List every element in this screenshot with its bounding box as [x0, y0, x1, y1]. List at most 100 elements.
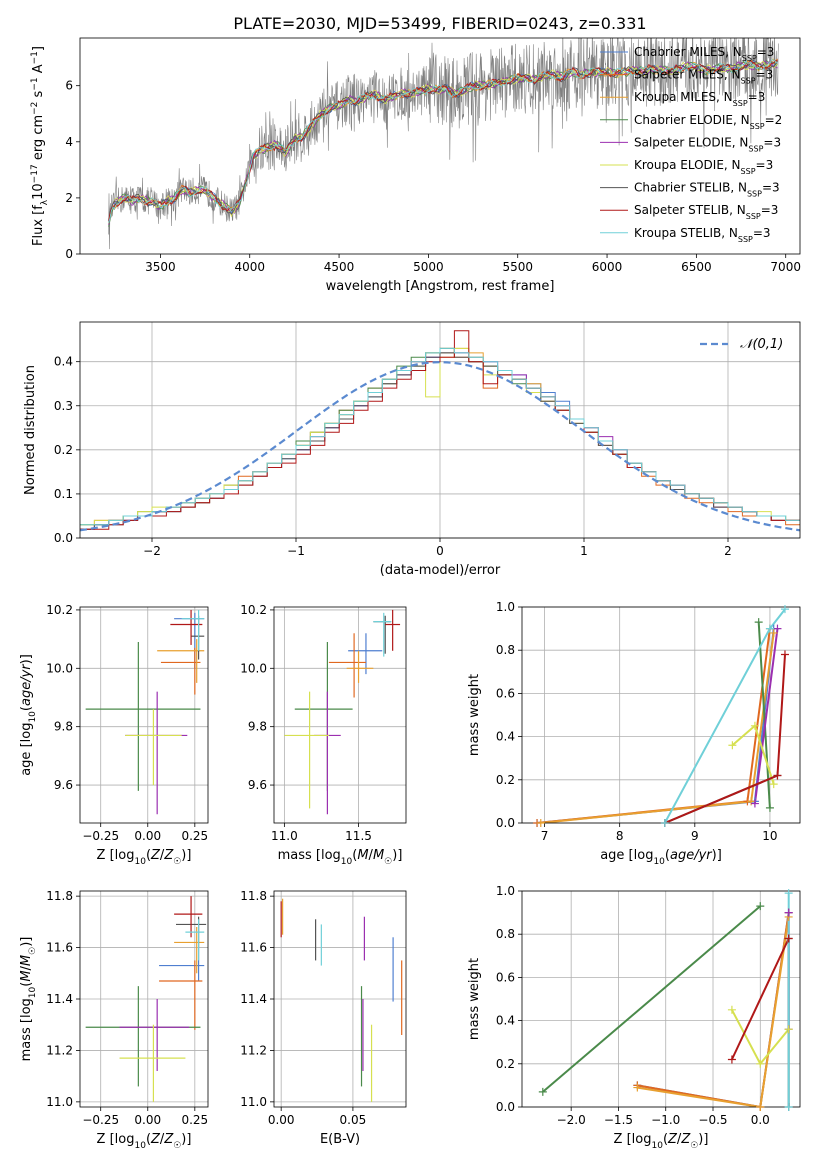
mass_vs_Z-ylabel-part: mass [log: [19, 998, 34, 1061]
age_vs_mass-xlabel-part: 10: [341, 857, 353, 867]
histogram-series: [80, 347, 800, 526]
age_vs_Z-xlabel-part: ]: [186, 848, 191, 863]
age_vs_mass-xlabel-part: ]: [397, 848, 402, 863]
legend-model: Salpeter STELIB, N: [634, 203, 746, 217]
legend-nssp: =3: [761, 203, 779, 217]
spectrum-xtick-label: 5000: [413, 260, 444, 274]
spectrum-ylabel: Flux [fλ10−17 erg cm−2 s−1 A−1]: [30, 46, 50, 246]
spectrum-xtick-label: 5500: [502, 260, 533, 274]
age_vs_mass-ytick-label: 9.6: [248, 778, 267, 792]
mass_vs_Z-ylabel-part: M: [19, 955, 34, 966]
age_vs_mass-frame: [273, 606, 407, 824]
weight_vs_Z-ytick-label: 1.0: [496, 884, 515, 898]
mass_vs_Z-xlabel-part: Z: [150, 1132, 161, 1147]
weight-marker: [750, 799, 759, 808]
spectrum-ylabel-part: −17: [30, 164, 40, 183]
age_vs_Z-ylabel-part: (: [19, 706, 34, 711]
weight_vs_Z-ytick-label: 0.0: [496, 1100, 515, 1114]
legend-model: Chabrier MILES, N: [634, 45, 742, 59]
residuals-xtick-label: −1: [287, 544, 305, 558]
residuals-xtick-label: −2: [143, 544, 161, 558]
mass_vs_ebv-axes: 0.00 0.05 11.0 11.2 11.4 11.6 11.8 E(B-V): [240, 889, 407, 1147]
age_vs_Z-ytick-label: 9.6: [54, 778, 73, 792]
age_vs_mass-grid: [274, 607, 406, 823]
legend-entry: Chabrier ELODIE, NSSP=2: [634, 113, 782, 131]
mass_vs_ebv-xlabel: E(B-V): [320, 1132, 360, 1147]
weight_vs_Z-xlabel-part: (: [663, 1132, 668, 1147]
residuals-ytick-label: 0.0: [54, 531, 73, 545]
mass_vs_Z-xlabel-part: (: [146, 1132, 151, 1147]
age_vs_mass-xlabel-part: (: [352, 848, 357, 863]
weight_vs_Z-xlabel-part: Z [log: [614, 1132, 652, 1147]
spectrum-xtick-label: 6000: [592, 260, 623, 274]
weight-marker: [784, 889, 793, 898]
weight-marker: [750, 721, 759, 730]
age_vs_Z-ytick-label: 10.0: [46, 661, 73, 675]
weight_vs_Z-xtick-label: −1.5: [604, 1113, 633, 1127]
weight_vs_age-ytick-label: 0.4: [496, 730, 515, 744]
weight-marker: [784, 908, 793, 917]
age_vs_Z-xlabel-part: Z: [163, 848, 174, 863]
spectrum-ytick-label: 4: [65, 135, 73, 149]
charts: 3500 4000 4500 5000 5500 6000 6500 7000 0 2 4 6 wave…: [19, 37, 801, 1151]
weight_vs_age-ylabel: mass weight: [467, 674, 482, 756]
figure-title: PLATE=2030, MJD=53499, FIBERID=0243, z=0…: [233, 14, 646, 33]
age_vs_Z-xtick-label: 0.25: [181, 829, 208, 843]
weight-marker: [660, 819, 669, 827]
age_vs_Z-ylabel-part: age/yr: [19, 663, 34, 706]
weight-marker: [780, 605, 789, 614]
age_vs_Z-xlabel-part: (: [146, 848, 151, 863]
normal-curve: [80, 360, 800, 532]
mass_vs_ebv-xlabel-part: E(B-V): [320, 1132, 360, 1147]
weight_vs_Z-xlabel-part: Z: [667, 1132, 678, 1147]
residuals-axes: −2 −1 0 1 2 0.0 0.1 0.2 0.3 0.4 (data-model)/error…: [23, 321, 801, 578]
legend-nssp: =3: [753, 226, 771, 240]
age_vs_Z-xtick-label: −0.25: [82, 829, 119, 843]
residuals-xtick-label: 2: [724, 544, 732, 558]
weight-series: [757, 622, 771, 808]
residuals-xlabel: (data-model)/error: [380, 563, 501, 578]
spectrum-xtick-label: 7000: [770, 260, 801, 274]
legend-sub: SSP: [733, 99, 748, 108]
weight-marker: [756, 1103, 765, 1111]
residuals-ylabel-part: Normed distribution: [23, 365, 38, 495]
weight_vs_age-xlabel-part: age/yr: [670, 848, 713, 863]
weight_vs_Z-xtick-label: −0.5: [698, 1113, 727, 1127]
mass_vs_Z-ylabel-part: ): [19, 942, 34, 947]
legend-model: Kroupa STELIB, N: [634, 226, 738, 240]
weight-marker: [784, 934, 793, 943]
weight_vs_age-xlabel-part: (: [665, 848, 670, 863]
weight_vs_Z-ytick-label: 0.6: [496, 970, 515, 984]
weight-marker: [756, 1059, 765, 1068]
age_vs_mass-xlabel-part: M: [357, 848, 368, 863]
spectrum-xlabel: wavelength [Angstrom, rest frame]: [326, 279, 555, 294]
weight-marker: [536, 819, 545, 827]
age_vs_Z-xlabel-part: ☉: [173, 857, 181, 867]
weight_vs_age-xlabel-part: ): [712, 848, 717, 863]
legend-model: Kroupa MILES, N: [634, 90, 733, 104]
mass_vs_Z-ylabel-part: M: [19, 970, 34, 981]
mass_vs_Z-ylabel-part: 10: [28, 986, 38, 998]
legend-model: Salpeter MILES, N: [634, 68, 741, 82]
residuals-plot-area: [80, 330, 800, 532]
mass_vs_ebv-ytick-label: 11.0: [240, 1095, 267, 1109]
weight-series: [753, 628, 779, 804]
legend-sub: SSP: [748, 144, 763, 153]
weight_vs_Z-xlabel-part: ]: [703, 1132, 708, 1147]
age_vs_Z-background: [80, 607, 208, 823]
weight_vs_Z-xtick-label: −1.0: [651, 1113, 680, 1127]
age_vs_Z-plot-area: [85, 609, 205, 815]
mass_vs_ebv-ytick-label: 11.8: [240, 889, 267, 903]
spectrum-ytick-label: 6: [65, 79, 73, 93]
legend-sub: SSP: [741, 167, 756, 176]
legend-sub: SSP: [747, 189, 762, 198]
weight-series: [542, 905, 761, 1093]
spectrum-ylabel-part: λ: [40, 199, 50, 205]
weight_vs_age-xlabel: age [log10(age/yr)]: [600, 848, 722, 867]
residuals-ytick-label: 0.2: [54, 443, 73, 457]
mass_vs_ebv-xtick-label: 0.00: [268, 1113, 295, 1127]
weight-marker: [773, 624, 782, 633]
age_vs_Z-frame: [79, 606, 209, 824]
weight_vs_Z-ytick-label: 0.2: [496, 1057, 515, 1071]
weight_vs_age-xlabel-part: ]: [717, 848, 722, 863]
